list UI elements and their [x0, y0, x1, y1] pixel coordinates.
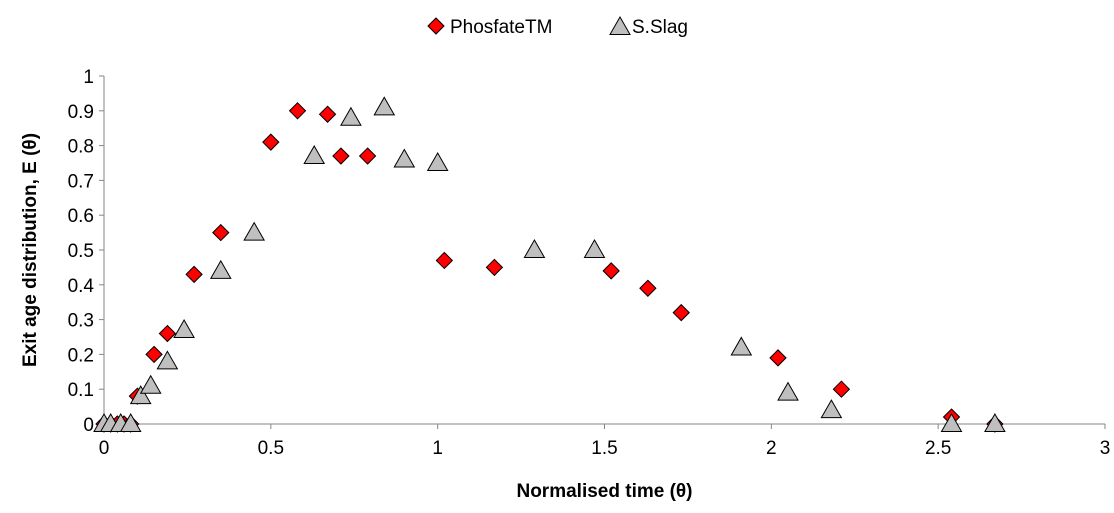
x-axis-title: Normalised time (θ) — [516, 481, 692, 502]
x-tick-label: 1.5 — [591, 438, 617, 459]
phosfatetm-point — [212, 223, 230, 242]
y-tick-label: 0.9 — [68, 102, 94, 123]
phosfatetm-point — [639, 279, 657, 297]
phosfatetm-point — [318, 105, 337, 123]
s-slag-point — [119, 412, 142, 432]
y-axis-title: Exit age distribution, E (θ) — [20, 133, 41, 367]
phosfatetm-point — [262, 133, 280, 151]
x-tick-label: 0.5 — [258, 438, 284, 459]
phosfatetm-point — [832, 380, 851, 398]
phosfatetm-point — [185, 265, 203, 284]
x-tick-label: 2.5 — [925, 438, 951, 459]
y-tick-label: 1 — [83, 67, 94, 88]
legend-phosfatetm-marker — [427, 17, 445, 35]
x-tick-label: 1 — [432, 438, 443, 459]
phosfatetm-point — [602, 262, 620, 280]
s-slag-point — [243, 221, 266, 241]
s-slag-point — [820, 399, 843, 419]
y-tick-label: 0.4 — [68, 276, 95, 297]
x-tick-label: 0 — [99, 438, 110, 459]
axes: 0 0.1 0.2 0.3 0.4 0.5 0.6 0.7 0.8 0.9 1 0 0.5 1 1.5 2 2.… — [68, 67, 1111, 459]
legend-s-slag-label: S.Slag — [632, 17, 688, 38]
s-slag-point — [209, 259, 232, 279]
s-slag-point — [129, 385, 152, 405]
phosfatetm-point — [288, 102, 307, 120]
phosfatetm-point — [145, 345, 163, 364]
s-slag-point — [523, 238, 546, 258]
y-tick-label: 0.6 — [68, 206, 94, 227]
y-tick-label: 0.1 — [68, 380, 94, 401]
s-slag-point — [777, 381, 799, 401]
phosfatetm-point — [358, 147, 377, 165]
x-tick-label: 3 — [1100, 438, 1111, 459]
phosfatetm-point — [435, 251, 454, 270]
y-tick-label: 0.7 — [68, 171, 94, 192]
y-tick-label: 0.5 — [68, 241, 94, 262]
y-tick-label: 0.3 — [68, 311, 94, 332]
legend: PhosfateTM S.Slag — [427, 15, 688, 38]
x-tick-label: 2 — [766, 438, 777, 459]
s-slag-point — [583, 238, 606, 258]
s-slag-point — [426, 151, 449, 171]
series-s-slag — [93, 96, 1006, 432]
phosfatetm-point — [672, 303, 690, 322]
phosfatetm-point — [158, 324, 177, 343]
s-slag-point — [340, 106, 362, 126]
y-tick-label: 0.8 — [68, 137, 94, 158]
data-marks — [93, 96, 1006, 433]
s-slag-point — [984, 412, 1006, 432]
series-phosfatetm — [95, 102, 1004, 433]
s-slag-point — [373, 96, 396, 116]
s-slag-point — [393, 148, 416, 168]
y-tick-label: 0 — [83, 415, 94, 436]
phosfatetm-point — [769, 349, 787, 367]
legend-s-slag-marker — [609, 15, 631, 35]
y-tick-label: 0.2 — [68, 345, 94, 366]
phosfatetm-point — [332, 147, 350, 165]
s-slag-point — [156, 350, 179, 370]
s-slag-point — [139, 374, 162, 394]
s-slag-point — [303, 145, 326, 165]
s-slag-point — [173, 319, 195, 339]
s-slag-point — [730, 336, 753, 356]
phosfatetm-point — [485, 258, 504, 277]
s-slag-point — [940, 412, 963, 432]
legend-phosfatetm-label: PhosfateTM — [450, 17, 552, 38]
